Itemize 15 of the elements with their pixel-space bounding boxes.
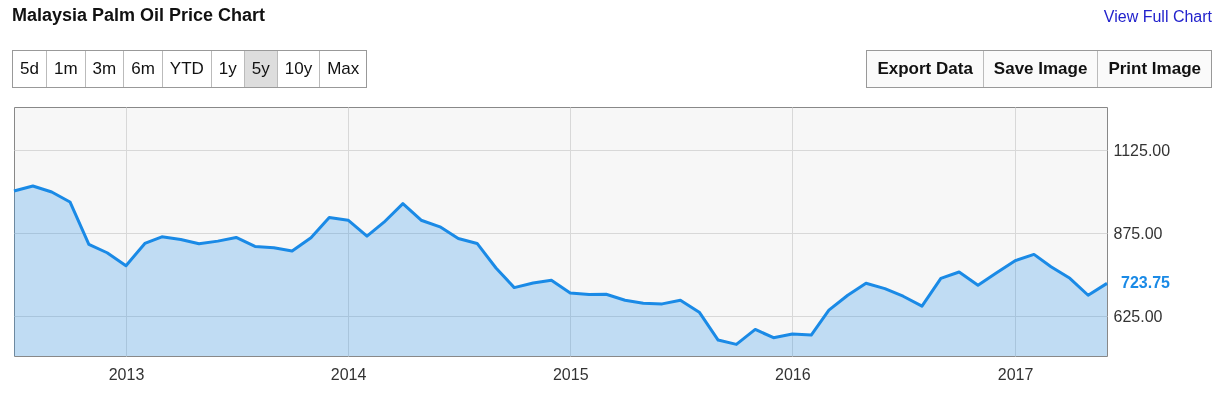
annotation: 723.75 <box>1121 274 1171 292</box>
x-tick-label: 2017 <box>997 365 1034 383</box>
button: Print Image <box>1097 51 1211 87</box>
x-tick-label: 2016 <box>775 365 811 383</box>
link: View Full Chart <box>1103 8 1212 26</box>
x-tick-label: 2015 <box>552 365 589 383</box>
y-tick-label: 875.00 <box>1113 224 1163 242</box>
chart-title: Malaysia Palm Oil Price Chart <box>12 5 266 26</box>
y-tick-label: 1125.00 <box>1113 141 1171 159</box>
y-tick-label: 625.00 <box>1113 307 1163 325</box>
x-tick-label: 2013 <box>108 365 145 383</box>
button: Save Image <box>982 51 1098 87</box>
button: Export Data <box>867 51 983 87</box>
button: 5y <box>243 51 277 87</box>
x-tick-label: 2014 <box>330 365 367 383</box>
